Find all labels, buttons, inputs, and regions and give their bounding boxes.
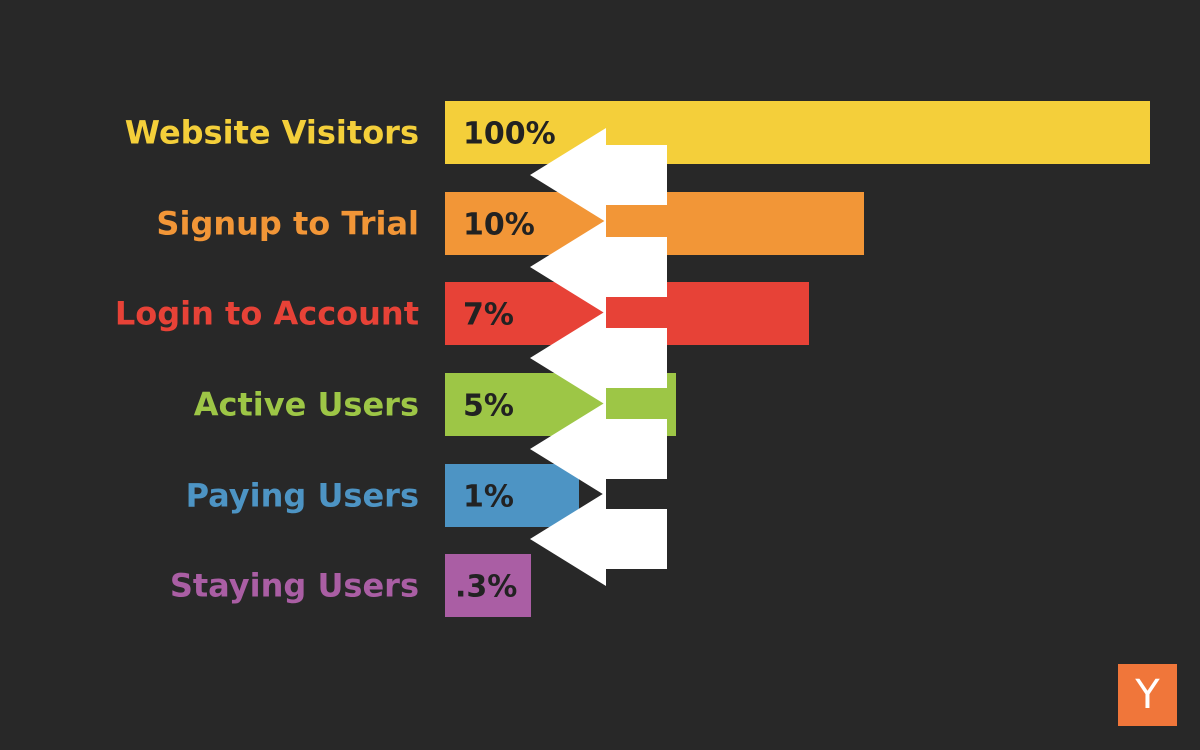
arrow-2 <box>530 220 667 314</box>
category-label-staying-users: Staying Users <box>170 567 419 605</box>
logo-letter: Y <box>1135 672 1160 718</box>
arrow-1 <box>530 128 667 222</box>
bar-website-visitors <box>445 101 1150 164</box>
value-label-signup-to-trial: 10% <box>463 208 535 243</box>
value-label-login-to-account: 7% <box>463 298 514 333</box>
category-label-signup-to-trial: Signup to Trial <box>156 205 419 243</box>
bar-staying-users <box>445 554 531 617</box>
bar-paying-users <box>445 464 579 527</box>
y-combinator-logo: Y <box>1118 664 1177 726</box>
category-label-website-visitors: Website Visitors <box>125 114 419 152</box>
arrow-3 <box>530 311 667 405</box>
value-label-website-visitors: 100% <box>463 117 556 152</box>
value-label-active-users: 5% <box>463 389 514 424</box>
category-label-active-users: Active Users <box>194 386 419 424</box>
arrow-4 <box>530 402 667 496</box>
category-label-paying-users: Paying Users <box>186 477 419 515</box>
value-label-staying-users: .3% <box>455 570 517 605</box>
category-label-login-to-account: Login to Account <box>115 295 419 333</box>
value-label-paying-users: 1% <box>463 480 514 515</box>
arrow-5 <box>530 492 667 586</box>
